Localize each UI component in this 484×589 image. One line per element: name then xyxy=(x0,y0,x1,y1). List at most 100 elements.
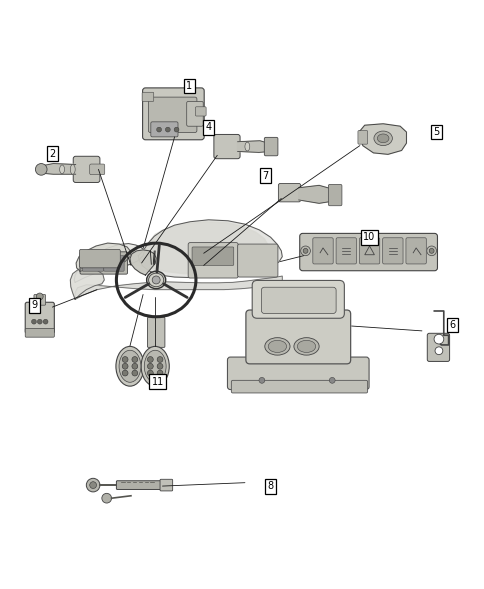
Circle shape xyxy=(90,482,96,488)
Text: 7: 7 xyxy=(262,171,268,181)
Circle shape xyxy=(132,370,137,376)
Circle shape xyxy=(132,363,137,369)
Circle shape xyxy=(122,370,128,376)
FancyBboxPatch shape xyxy=(104,256,124,271)
FancyBboxPatch shape xyxy=(231,380,367,393)
Ellipse shape xyxy=(116,346,144,386)
FancyBboxPatch shape xyxy=(192,247,233,266)
FancyBboxPatch shape xyxy=(195,107,206,116)
Circle shape xyxy=(86,478,100,492)
Circle shape xyxy=(258,378,264,383)
Circle shape xyxy=(300,246,310,256)
Circle shape xyxy=(147,356,153,362)
FancyBboxPatch shape xyxy=(116,481,162,489)
FancyBboxPatch shape xyxy=(328,184,341,206)
FancyBboxPatch shape xyxy=(80,252,127,274)
Polygon shape xyxy=(70,268,104,299)
FancyBboxPatch shape xyxy=(25,302,54,333)
Polygon shape xyxy=(359,124,406,154)
Text: 8: 8 xyxy=(267,481,273,491)
Polygon shape xyxy=(298,186,335,203)
FancyBboxPatch shape xyxy=(252,280,344,318)
Text: 10: 10 xyxy=(363,232,375,242)
Circle shape xyxy=(302,249,307,253)
FancyBboxPatch shape xyxy=(278,183,300,202)
FancyBboxPatch shape xyxy=(160,479,172,491)
FancyBboxPatch shape xyxy=(227,357,368,389)
Ellipse shape xyxy=(144,350,166,382)
Circle shape xyxy=(433,335,443,344)
FancyBboxPatch shape xyxy=(264,137,277,155)
FancyBboxPatch shape xyxy=(73,156,100,183)
Text: 1: 1 xyxy=(186,81,192,91)
Circle shape xyxy=(157,363,163,369)
Text: 11: 11 xyxy=(151,377,164,387)
FancyBboxPatch shape xyxy=(359,238,379,264)
Text: 5: 5 xyxy=(433,127,439,137)
Ellipse shape xyxy=(377,134,388,143)
FancyBboxPatch shape xyxy=(142,88,204,140)
Circle shape xyxy=(165,127,170,132)
Circle shape xyxy=(37,319,42,324)
Circle shape xyxy=(157,370,163,376)
Polygon shape xyxy=(130,250,156,275)
FancyBboxPatch shape xyxy=(82,256,104,271)
Polygon shape xyxy=(76,243,131,271)
Circle shape xyxy=(157,356,163,362)
Ellipse shape xyxy=(264,337,289,355)
Circle shape xyxy=(152,276,160,284)
FancyBboxPatch shape xyxy=(142,92,153,101)
FancyBboxPatch shape xyxy=(405,238,425,264)
Polygon shape xyxy=(40,164,76,174)
Polygon shape xyxy=(138,220,282,277)
FancyBboxPatch shape xyxy=(261,287,335,313)
Polygon shape xyxy=(74,244,144,282)
FancyBboxPatch shape xyxy=(186,101,203,126)
Text: 2: 2 xyxy=(49,149,55,159)
Ellipse shape xyxy=(244,142,249,151)
FancyBboxPatch shape xyxy=(188,243,238,278)
FancyBboxPatch shape xyxy=(34,294,45,305)
FancyBboxPatch shape xyxy=(147,317,165,348)
Text: 6: 6 xyxy=(448,320,454,330)
Circle shape xyxy=(43,319,48,324)
FancyBboxPatch shape xyxy=(312,238,333,264)
FancyBboxPatch shape xyxy=(25,329,54,337)
FancyBboxPatch shape xyxy=(237,244,277,277)
Ellipse shape xyxy=(268,340,286,352)
Circle shape xyxy=(428,249,433,253)
Circle shape xyxy=(36,293,43,300)
Ellipse shape xyxy=(70,164,75,174)
Circle shape xyxy=(156,127,161,132)
Ellipse shape xyxy=(297,340,315,352)
Circle shape xyxy=(132,356,137,362)
Circle shape xyxy=(147,363,153,369)
Circle shape xyxy=(329,378,334,383)
FancyBboxPatch shape xyxy=(213,134,240,158)
Circle shape xyxy=(35,164,47,175)
FancyBboxPatch shape xyxy=(90,164,105,175)
Polygon shape xyxy=(237,141,271,153)
Ellipse shape xyxy=(373,131,392,145)
Ellipse shape xyxy=(293,337,318,355)
Circle shape xyxy=(434,347,442,355)
FancyBboxPatch shape xyxy=(79,249,120,268)
Text: 4: 4 xyxy=(205,122,211,132)
FancyBboxPatch shape xyxy=(299,233,437,271)
Text: 9: 9 xyxy=(32,300,38,310)
Circle shape xyxy=(122,356,128,362)
Circle shape xyxy=(102,494,111,503)
Circle shape xyxy=(31,319,36,324)
Ellipse shape xyxy=(146,271,166,289)
FancyBboxPatch shape xyxy=(382,238,402,264)
FancyBboxPatch shape xyxy=(245,310,350,364)
FancyBboxPatch shape xyxy=(148,97,197,133)
Circle shape xyxy=(174,127,179,132)
Ellipse shape xyxy=(148,273,164,287)
Polygon shape xyxy=(75,276,282,299)
Ellipse shape xyxy=(119,350,140,382)
Ellipse shape xyxy=(60,165,64,174)
FancyBboxPatch shape xyxy=(151,122,178,137)
Polygon shape xyxy=(123,221,270,274)
Circle shape xyxy=(122,363,128,369)
